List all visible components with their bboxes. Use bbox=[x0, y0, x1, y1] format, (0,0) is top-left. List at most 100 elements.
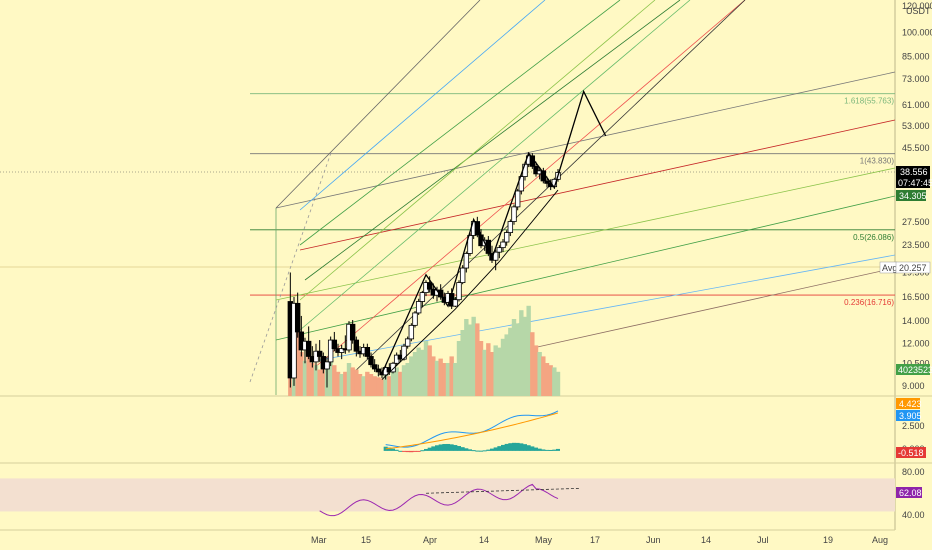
macd-histogram-bar bbox=[537, 448, 542, 451]
volume-bar bbox=[511, 319, 517, 396]
candle-body bbox=[511, 206, 517, 222]
pitchfork-ray bbox=[299, 0, 546, 211]
volume-bar bbox=[409, 356, 414, 396]
volume-bar bbox=[335, 371, 341, 396]
volume-bar bbox=[530, 332, 535, 396]
pitchfork-ray bbox=[275, 0, 481, 209]
volume-bar bbox=[332, 365, 337, 396]
volume-bar bbox=[368, 374, 374, 396]
time-tick-label: May bbox=[535, 535, 553, 545]
pitchfork-ray bbox=[329, 0, 746, 396]
countdown-value: 07:47:45 bbox=[898, 178, 932, 188]
candle-body bbox=[353, 339, 360, 352]
volume-bar bbox=[486, 343, 491, 396]
pitchfork-ray bbox=[275, 167, 896, 301]
volume-bar bbox=[489, 352, 495, 396]
candle-body bbox=[518, 176, 525, 192]
price-tick-label: 16.500 bbox=[902, 292, 930, 302]
price-tick-label: 73.000 bbox=[902, 74, 930, 84]
macd-value: 4.423 bbox=[899, 399, 922, 409]
candle-body bbox=[544, 180, 550, 184]
price-tick-label: 100.000 bbox=[902, 28, 932, 38]
rsi-badge: 62.08 bbox=[896, 487, 922, 498]
volume-bar bbox=[328, 358, 333, 396]
macd-histogram-bar bbox=[556, 448, 560, 451]
volume-bar bbox=[504, 334, 509, 396]
candle-body bbox=[364, 347, 371, 357]
time-tick-label: Apr bbox=[423, 535, 437, 545]
candle-body bbox=[404, 338, 411, 347]
ema-line bbox=[381, 189, 559, 380]
pitchfork-ray bbox=[275, 195, 896, 341]
volume-bar bbox=[456, 341, 462, 396]
fib-level-label: 1(43.830) bbox=[860, 157, 895, 166]
candle-body bbox=[368, 356, 374, 366]
last-price-value: 38.556 bbox=[900, 167, 928, 177]
macd-histogram-bar bbox=[391, 448, 395, 451]
candle-body bbox=[375, 368, 382, 373]
candle-body bbox=[463, 253, 470, 269]
macd-histogram-bar bbox=[479, 450, 483, 452]
macd-histogram-bar bbox=[501, 444, 505, 451]
volume-bar bbox=[365, 371, 370, 396]
macd-histogram-bar bbox=[515, 442, 520, 451]
candle-body bbox=[331, 339, 338, 350]
macd-histogram-bar bbox=[490, 448, 494, 451]
macd-histogram-bar bbox=[464, 448, 469, 451]
macd-histogram-bar bbox=[475, 450, 480, 452]
price-tick-label: 14.000 bbox=[902, 316, 930, 326]
candle-body bbox=[408, 324, 415, 340]
macd-histogram-bar bbox=[482, 450, 487, 452]
volume-bar bbox=[423, 341, 429, 396]
avg-value: 20.257 bbox=[899, 263, 927, 273]
macd-histogram-bar bbox=[548, 449, 553, 451]
macd-histogram-bar bbox=[398, 450, 403, 452]
rsi-line bbox=[319, 483, 559, 517]
volume-bar bbox=[471, 316, 476, 396]
price-tick-label: 12.000 bbox=[902, 339, 930, 349]
price-tick-label: 61.000 bbox=[902, 100, 930, 110]
hist-value: -0.518 bbox=[898, 448, 924, 458]
volume-bar bbox=[548, 365, 553, 396]
candle-body bbox=[401, 345, 407, 360]
volume-bar bbox=[350, 367, 355, 396]
currency-label: USDT bbox=[906, 6, 931, 16]
volume-bar bbox=[376, 377, 381, 396]
candle-body bbox=[467, 235, 473, 254]
ema-value: 34.305 bbox=[899, 191, 927, 201]
macd-histogram-bar bbox=[523, 444, 527, 451]
avg-badge: Avg 20.257 bbox=[879, 261, 931, 274]
volume-bar bbox=[394, 367, 399, 396]
macd-histogram-bar bbox=[413, 450, 417, 452]
volume-bar bbox=[379, 378, 385, 396]
macd-histogram-bar bbox=[442, 444, 447, 451]
candle-body bbox=[522, 163, 528, 177]
candle-body bbox=[291, 302, 297, 379]
volume-bar bbox=[537, 352, 542, 396]
pitchfork-ray bbox=[304, 0, 681, 281]
pitchfork-ray bbox=[319, 254, 896, 361]
volume-bar bbox=[478, 341, 484, 396]
candle-body bbox=[390, 362, 396, 373]
volume-bar bbox=[544, 363, 550, 396]
rsi-trendline bbox=[425, 487, 581, 494]
volume-bar bbox=[453, 363, 458, 396]
volume-bar bbox=[306, 354, 311, 396]
volume-bar bbox=[372, 376, 377, 396]
candle-body bbox=[514, 190, 521, 208]
time-tick-label: Jul bbox=[757, 535, 769, 545]
macd-histogram-bar bbox=[435, 445, 439, 451]
volume-bar bbox=[310, 363, 315, 396]
signal-value: 3.905 bbox=[899, 411, 922, 421]
volume-bar bbox=[383, 374, 388, 396]
volume-bar bbox=[302, 360, 308, 396]
candle-body bbox=[500, 241, 506, 249]
volume-bar bbox=[354, 369, 359, 396]
macd-histogram-bar bbox=[512, 442, 516, 451]
volume-bar bbox=[427, 345, 432, 396]
volume-bar bbox=[299, 352, 304, 396]
pitchfork-ray bbox=[275, 71, 896, 209]
macd-histogram-bar bbox=[457, 446, 461, 451]
